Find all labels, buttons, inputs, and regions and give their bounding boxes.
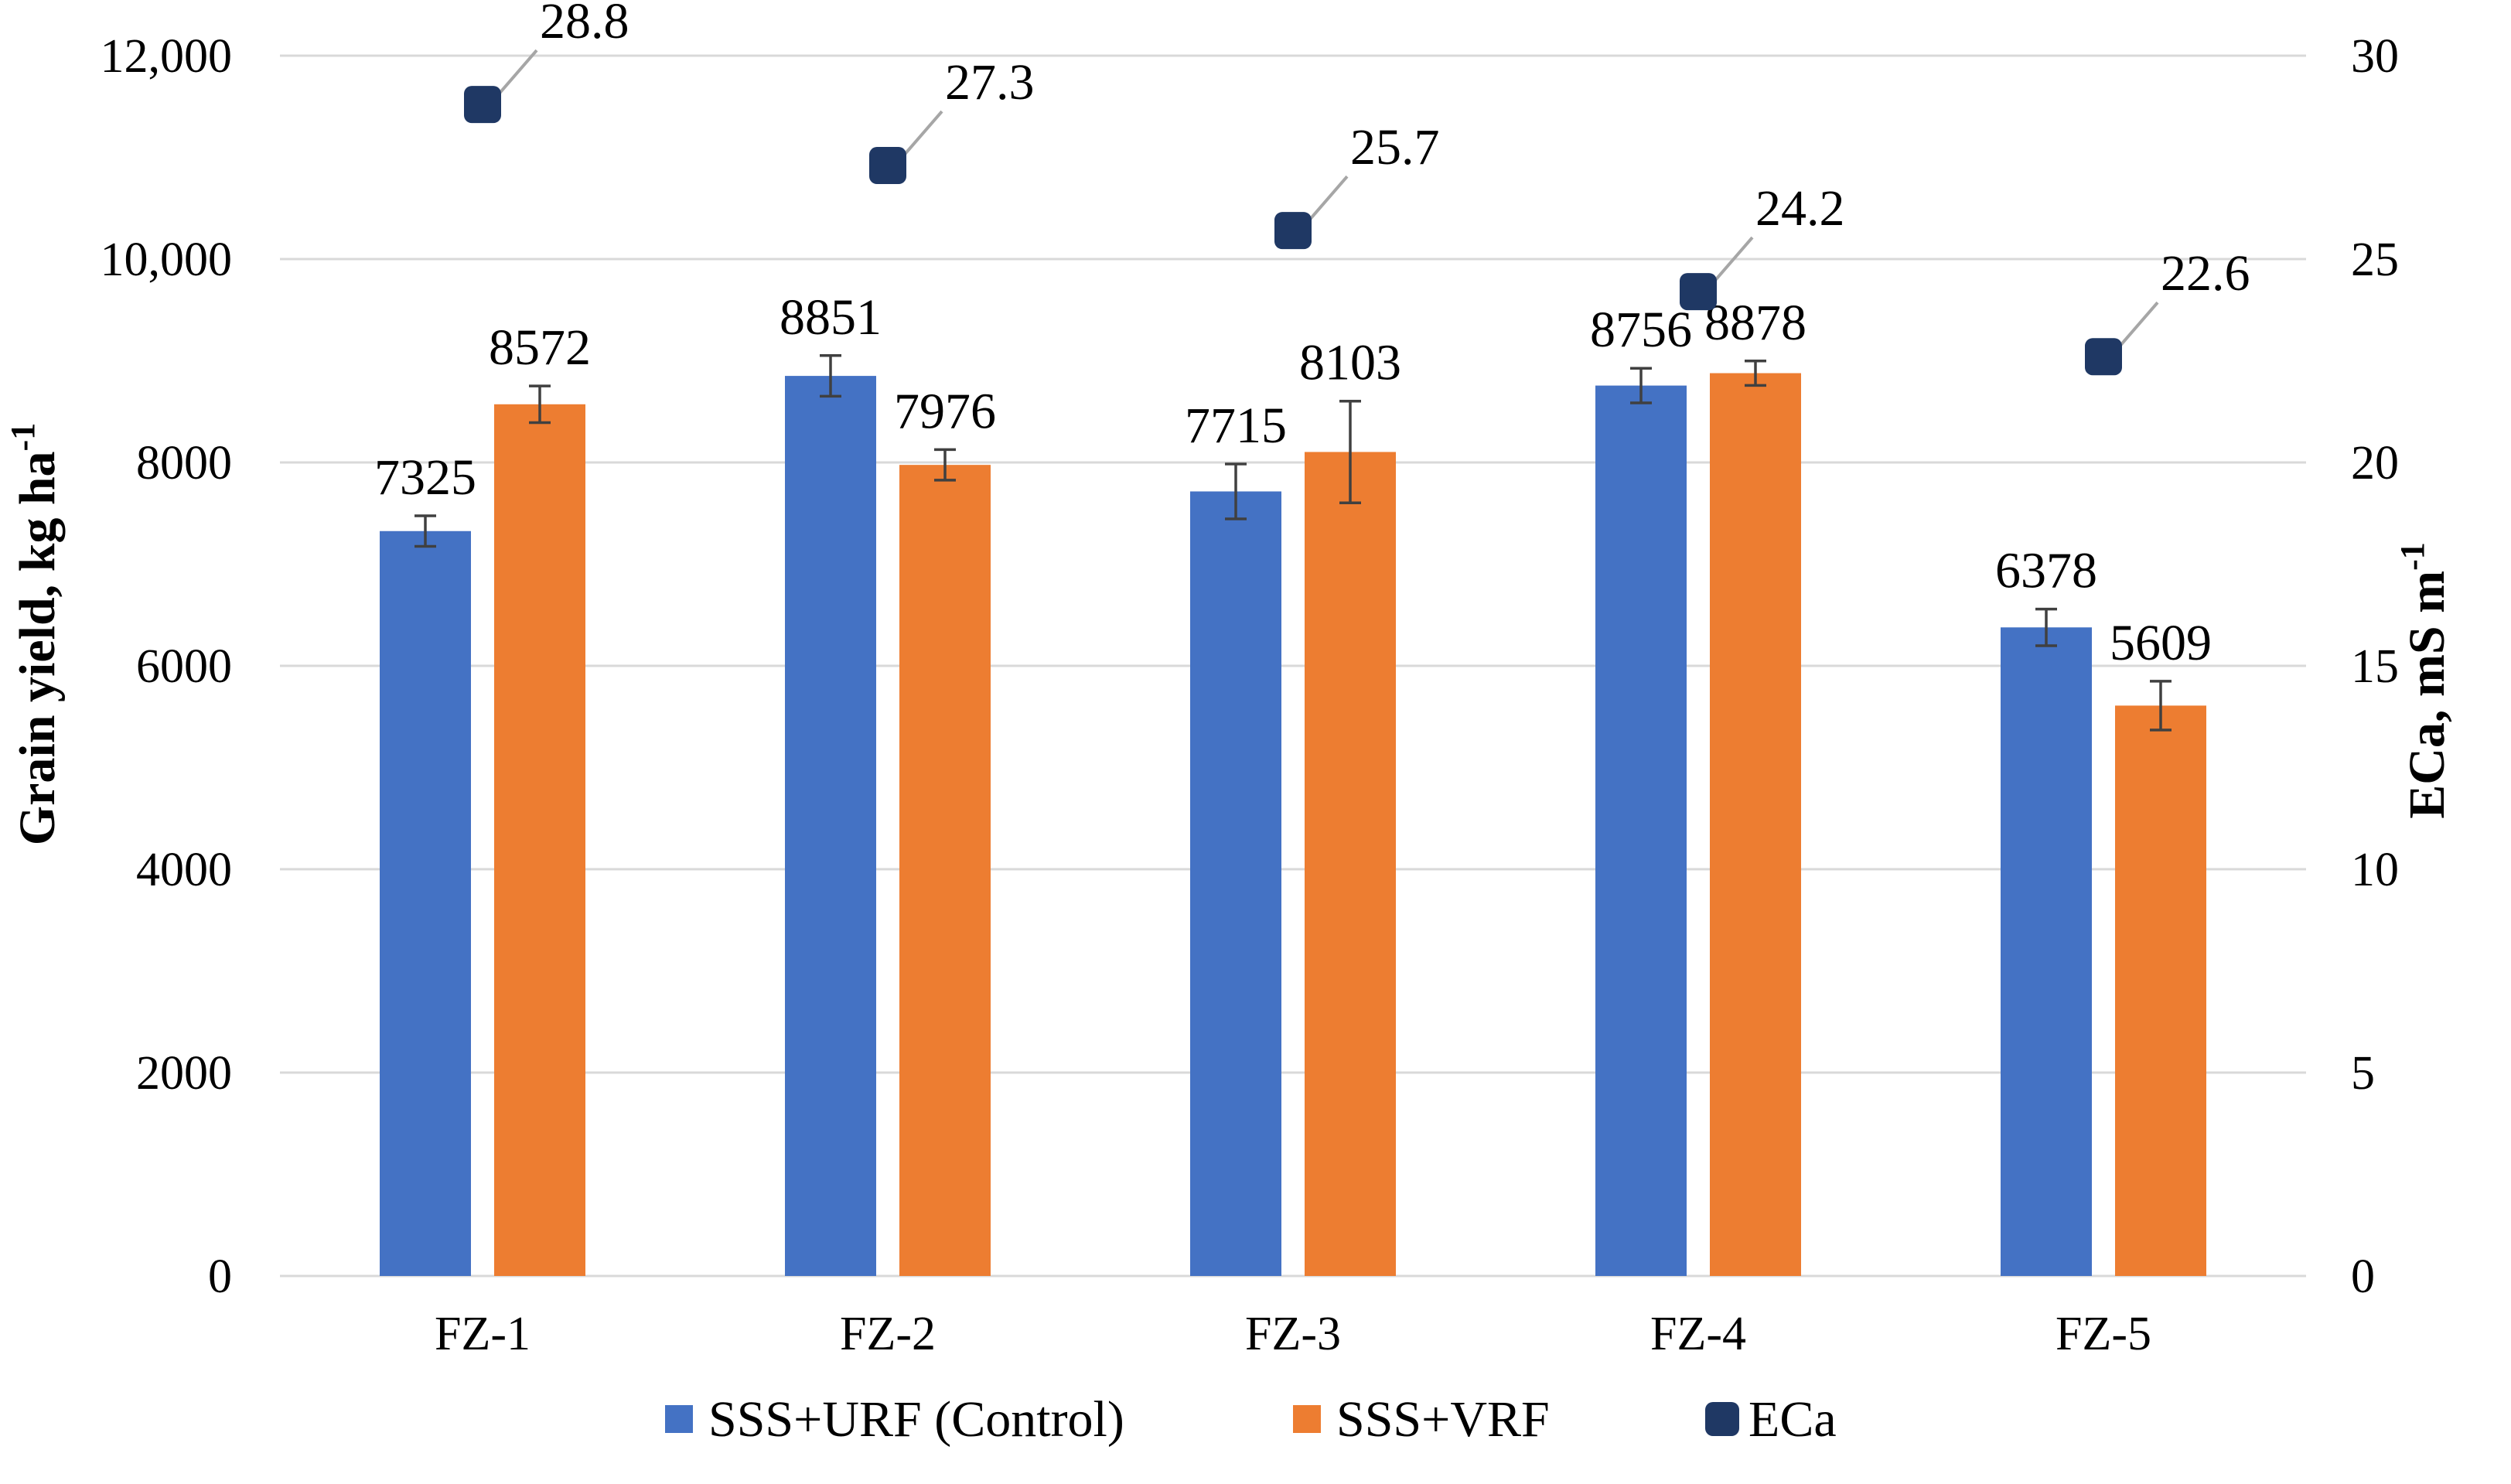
legend-marker (1705, 1402, 1739, 1436)
bar (380, 530, 471, 1276)
category-label: FZ-3 (1245, 1308, 1341, 1360)
bar-data-label: 8103 (1299, 335, 1401, 391)
right-axis-tick-label: 25 (2351, 234, 2399, 286)
left-axis-ticks: 0 2000 4000 6000 8000 10,000 12,000 (101, 30, 233, 1303)
category-label: FZ-2 (840, 1308, 936, 1360)
bar (494, 404, 585, 1276)
right-axis-tick-label: 5 (2351, 1047, 2375, 1100)
left-axis-tick-label: 8000 (136, 437, 232, 490)
eca-data-label: 24.2 (1755, 180, 1845, 237)
bar-data-label: 8572 (489, 319, 591, 376)
right-axis-tick-label: 10 (2351, 844, 2399, 896)
eca-point (1274, 212, 1312, 250)
bar-data-label: 7325 (374, 449, 476, 506)
left-axis-tick-label: 0 (208, 1250, 232, 1303)
leader-line (900, 110, 943, 159)
bars-group (380, 373, 2206, 1277)
eca-point (1680, 273, 1717, 311)
eca-point (2085, 338, 2122, 376)
legend-swatch (665, 1405, 693, 1433)
eca-data-label: 27.3 (945, 54, 1035, 111)
legend: SSS+URF (Control) SSS+VRF ECa (665, 1391, 1837, 1448)
right-axis-title: ECa, mS m-1 (2393, 542, 2455, 819)
left-axis-tick-label: 2000 (136, 1047, 232, 1100)
leader-line (2116, 301, 2159, 350)
left-axis-title: Grain yield, kg ha-1 (4, 423, 66, 845)
legend-label: SSS+VRF (1336, 1391, 1550, 1448)
legend-label: SSS+URF (Control) (708, 1391, 1124, 1448)
bar-data-label: 8851 (780, 289, 882, 346)
error-bars-group (415, 354, 2172, 732)
right-axis-tick-label: 30 (2351, 30, 2399, 83)
leader-line (495, 49, 538, 98)
eca-points-group: 28.8 27.3 25.7 24.2 22.6 (464, 0, 2250, 376)
category-labels: FZ-1 FZ-2 FZ-3 FZ-4 FZ-5 (435, 1308, 2151, 1360)
eca-point (869, 147, 906, 185)
bar (1710, 373, 1801, 1277)
leader-line (1711, 236, 1754, 285)
left-axis-tick-label: 12,000 (101, 30, 233, 83)
left-axis-tick-label: 10,000 (101, 234, 233, 286)
leader-line (1305, 175, 1349, 224)
right-axis-tick-label: 0 (2351, 1250, 2375, 1303)
bar (785, 376, 876, 1276)
category-label: FZ-4 (1650, 1308, 1746, 1360)
legend-swatch (1293, 1405, 1321, 1433)
eca-data-label: 25.7 (1350, 119, 1440, 176)
eca-point (464, 86, 501, 124)
grid-lines (280, 54, 2306, 1278)
left-axis-tick-label: 4000 (136, 844, 232, 896)
category-label: FZ-5 (2056, 1308, 2151, 1360)
legend-label: ECa (1748, 1391, 1837, 1448)
eca-data-label: 28.8 (540, 0, 629, 49)
bar (2115, 705, 2206, 1276)
right-axis-tick-label: 15 (2351, 640, 2399, 693)
bar-data-label: 6378 (1995, 543, 2097, 599)
bar (1305, 452, 1396, 1276)
eca-data-label: 22.6 (2161, 245, 2250, 302)
left-axis-tick-label: 6000 (136, 640, 232, 693)
bar (2001, 627, 2092, 1276)
bar-data-label: 7715 (1185, 397, 1287, 454)
right-axis-ticks: 0 5 10 15 20 25 30 (2351, 30, 2399, 1303)
right-axis-tick-label: 20 (2351, 437, 2399, 490)
bar (1595, 385, 1687, 1277)
bar-labels-group: 7325 8851 7715 8756 6378 8572 7976 8103 8878 5609 (374, 289, 2212, 671)
bar-data-label: 5609 (2110, 615, 2212, 671)
bar (1190, 491, 1281, 1276)
bar-data-label: 8878 (1704, 295, 1806, 351)
bar-data-label: 8756 (1590, 302, 1692, 358)
bar-data-label: 7976 (894, 383, 996, 439)
category-label: FZ-1 (435, 1308, 531, 1360)
bar (899, 465, 991, 1276)
